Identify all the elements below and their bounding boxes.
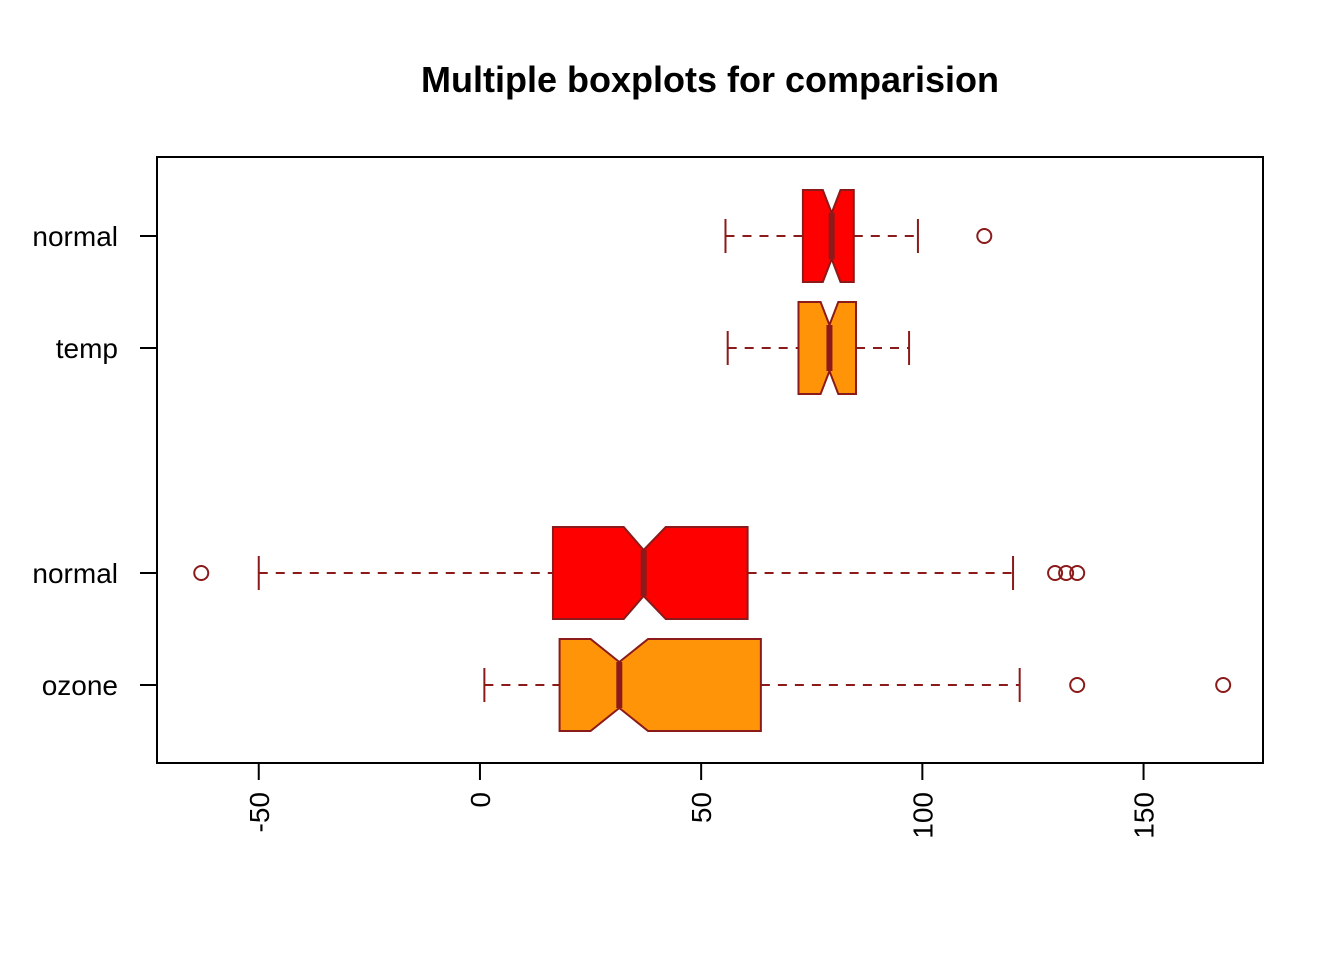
box-ozone xyxy=(558,638,762,732)
outlier-point xyxy=(1047,565,1064,581)
boxplot-3 xyxy=(724,189,993,283)
box-group xyxy=(193,189,1232,732)
outlier-point xyxy=(1069,677,1086,693)
x-axis: -50 0 50 100 150 xyxy=(244,762,1160,839)
boxplot-2 xyxy=(726,301,911,395)
outlier-point xyxy=(1069,565,1086,581)
box-normal xyxy=(801,189,855,283)
x-tick-label: 150 xyxy=(1129,792,1160,839)
outlier-point xyxy=(1058,565,1075,581)
y-tick-label: normal xyxy=(32,221,118,252)
y-axis: ozone normal temp normal xyxy=(32,221,157,701)
boxplot-1 xyxy=(193,526,1086,620)
x-tick-label: 100 xyxy=(907,792,938,839)
outlier-point xyxy=(976,228,993,244)
x-tick-label: 0 xyxy=(465,792,496,808)
outlier-point xyxy=(1215,677,1232,693)
box-normal xyxy=(551,526,749,620)
outlier-point xyxy=(193,565,210,581)
y-tick-label: temp xyxy=(56,333,118,364)
y-tick-label: ozone xyxy=(42,670,118,701)
x-tick-label: 50 xyxy=(686,792,717,823)
x-tick-label: -50 xyxy=(244,792,275,832)
boxplot-0 xyxy=(483,638,1232,732)
y-tick-label: normal xyxy=(32,558,118,589)
chart-title: Multiple boxplots for comparision xyxy=(421,59,999,100)
